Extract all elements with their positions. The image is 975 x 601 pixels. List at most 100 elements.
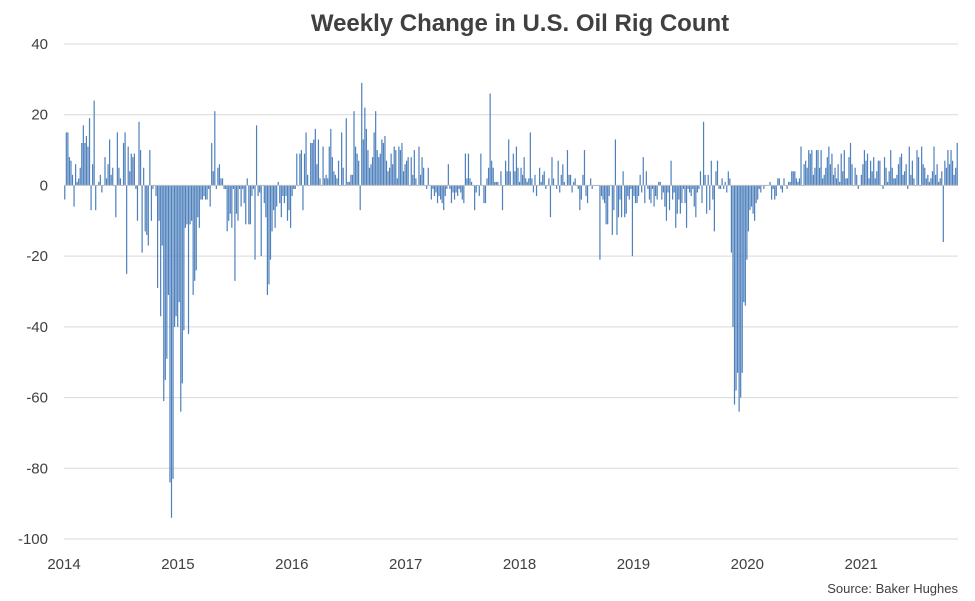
bar <box>139 150 142 186</box>
bar <box>385 160 388 186</box>
bar <box>672 185 674 200</box>
bar <box>840 153 842 186</box>
bar <box>791 171 793 186</box>
bar <box>788 181 790 186</box>
bar <box>449 185 451 189</box>
bar <box>78 178 80 186</box>
bar <box>464 153 466 186</box>
bar <box>602 185 604 200</box>
bar <box>726 185 728 193</box>
bar <box>87 146 89 186</box>
bar <box>206 185 208 200</box>
bar <box>616 185 618 235</box>
bar <box>877 160 879 186</box>
bar <box>251 185 253 197</box>
bar <box>269 185 272 260</box>
bar <box>395 150 397 186</box>
bar <box>461 185 463 200</box>
bar <box>64 185 66 200</box>
bar <box>531 178 533 186</box>
bar <box>771 185 773 200</box>
bar <box>809 153 811 186</box>
bar <box>910 174 912 186</box>
gridlines <box>64 43 958 540</box>
bar <box>605 185 607 225</box>
bar <box>800 146 802 186</box>
bar <box>177 185 179 327</box>
bar <box>678 185 680 200</box>
bar <box>757 185 759 200</box>
x-tick-label: 2020 <box>731 556 764 573</box>
bar <box>634 185 637 204</box>
bar <box>696 185 698 193</box>
bar <box>525 178 527 186</box>
bar <box>415 178 417 186</box>
y-tick-label: -100 <box>18 531 48 548</box>
bar <box>517 167 519 186</box>
bar <box>812 174 814 186</box>
bar <box>452 185 454 193</box>
bar <box>638 185 640 197</box>
bar <box>704 174 706 186</box>
bar <box>727 171 729 186</box>
bar <box>760 185 762 193</box>
bar <box>303 153 306 186</box>
bar <box>81 143 83 186</box>
bar <box>367 150 369 186</box>
bar <box>754 185 756 221</box>
bar <box>399 150 402 186</box>
bar <box>440 185 442 200</box>
bar <box>829 164 831 186</box>
bar <box>90 185 92 211</box>
bar <box>846 178 849 186</box>
bar <box>732 185 734 327</box>
bar <box>354 146 357 186</box>
bar <box>543 171 545 186</box>
bar <box>310 143 312 186</box>
bar <box>501 185 504 211</box>
bar <box>242 185 244 189</box>
bar <box>93 100 95 186</box>
bar <box>681 185 683 204</box>
bar <box>665 185 668 221</box>
bar <box>795 178 797 186</box>
bar <box>484 185 487 204</box>
bar <box>549 185 552 218</box>
bar <box>118 167 120 186</box>
bar <box>265 185 267 218</box>
bar <box>644 185 646 204</box>
bar <box>710 160 712 186</box>
bar <box>653 185 655 207</box>
bar <box>614 139 617 186</box>
bar <box>832 174 835 186</box>
bar <box>781 185 784 193</box>
bar <box>305 132 307 186</box>
bar <box>698 185 700 189</box>
bar <box>430 185 432 200</box>
bar <box>676 185 678 214</box>
bar <box>658 181 660 186</box>
bar <box>699 171 702 186</box>
bar <box>868 178 870 186</box>
bar <box>214 111 216 186</box>
bar <box>851 164 853 186</box>
bar <box>212 171 214 186</box>
bar <box>463 185 465 204</box>
bar <box>562 164 564 186</box>
bar <box>736 185 739 373</box>
bar <box>115 185 117 218</box>
bar <box>443 185 445 211</box>
bar <box>433 185 436 197</box>
bar <box>135 185 137 189</box>
bar <box>392 164 394 186</box>
bar <box>866 153 869 186</box>
bar <box>583 150 586 186</box>
bar <box>783 178 785 186</box>
bar <box>552 178 555 186</box>
bar <box>317 139 320 186</box>
bar <box>815 150 818 186</box>
bar <box>924 167 926 186</box>
bar <box>404 164 406 186</box>
bar <box>362 139 364 186</box>
bar <box>130 153 132 186</box>
